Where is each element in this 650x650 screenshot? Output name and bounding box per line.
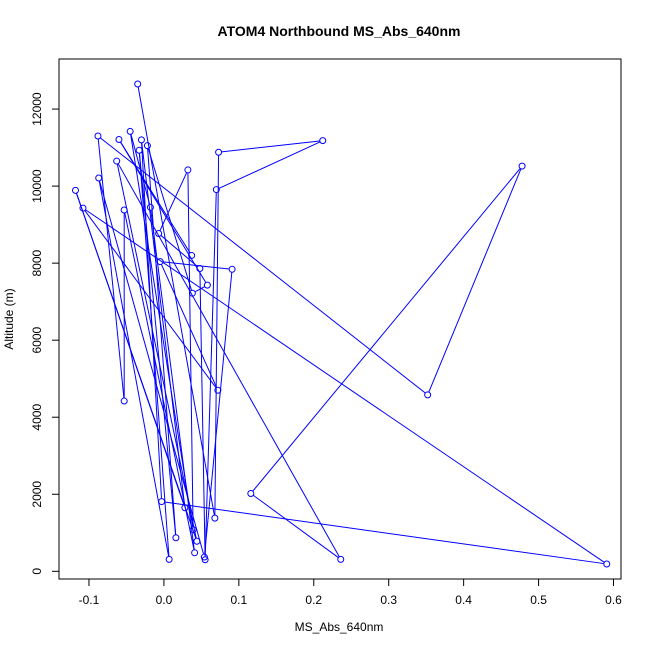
data-point	[196, 265, 204, 273]
data-point	[120, 397, 128, 405]
x-axis: -0.1 0.0 0.1 0.2 0.3 0.4 0.5 0.6	[79, 579, 622, 607]
data-point	[113, 157, 121, 165]
series-segment	[99, 180, 205, 555]
data-point	[424, 391, 432, 399]
data-point	[603, 560, 611, 568]
y-tick-label: 4000	[30, 404, 44, 431]
series-segment	[147, 148, 177, 535]
data-point	[126, 127, 134, 135]
series-segment	[159, 172, 188, 231]
series-segment	[130, 134, 194, 527]
data-point	[193, 537, 201, 545]
data-point	[146, 203, 154, 211]
data-point	[228, 265, 236, 273]
data-point	[115, 136, 123, 144]
y-tick-label: 10000	[30, 169, 44, 203]
data-point	[214, 386, 222, 394]
x-tick-label: 0.4	[455, 593, 472, 607]
data-point	[247, 489, 255, 497]
data-point	[155, 229, 163, 237]
series-segment	[138, 153, 170, 557]
x-axis-label: MS_Abs_640nm	[295, 620, 384, 634]
y-tick-label: 0	[30, 568, 44, 575]
y-tick-label: 8000	[30, 249, 44, 276]
series-segment	[97, 138, 125, 399]
series-segment	[252, 494, 339, 558]
data-point	[211, 514, 219, 522]
x-tick-label: 0.6	[605, 593, 622, 607]
series-segment	[141, 142, 186, 505]
y-axis-label: Altitude (m)	[2, 288, 16, 349]
x-tick-label: 0.0	[156, 593, 173, 607]
series-segment	[187, 172, 194, 527]
series-segment	[98, 180, 170, 557]
y-tick-label: 6000	[30, 327, 44, 354]
series-segment	[120, 141, 191, 254]
x-tick-label: 0.1	[230, 593, 247, 607]
data-point	[143, 142, 151, 150]
series-segment	[100, 137, 426, 394]
data-point	[188, 251, 196, 259]
data-point	[184, 166, 192, 174]
series-segment	[214, 155, 220, 516]
data-point	[165, 555, 173, 563]
data-point	[137, 136, 145, 144]
data-point	[319, 137, 327, 145]
series-segment	[124, 212, 195, 550]
series-segment	[218, 141, 321, 189]
chart-title: ATOM4 Northbound MS_Abs_640nm	[218, 23, 461, 39]
series-segment	[164, 501, 604, 565]
data-point	[215, 148, 223, 156]
y-tick-label: 2000	[30, 481, 44, 508]
data-point	[156, 258, 164, 266]
data-point	[120, 206, 128, 214]
data-point	[172, 534, 180, 542]
x-tick-label: 0.3	[380, 593, 397, 607]
data-point	[95, 174, 103, 182]
series-segment	[428, 168, 522, 393]
series-segment	[160, 264, 218, 388]
series-segment	[85, 209, 605, 563]
data-point	[518, 162, 526, 170]
data-point	[79, 204, 87, 212]
series-segment	[163, 261, 230, 270]
x-tick-label: 0.2	[305, 593, 322, 607]
series-segment	[252, 168, 521, 492]
data-point	[135, 146, 143, 154]
data-point	[134, 80, 142, 88]
data-point	[201, 556, 209, 564]
x-tick-label: -0.1	[79, 593, 100, 607]
data-point	[203, 281, 211, 289]
series-segment	[204, 272, 233, 555]
data-point	[191, 549, 199, 557]
data-point	[189, 526, 197, 534]
x-tick-label: 0.5	[530, 593, 547, 607]
series-segment	[117, 163, 340, 557]
data-point	[158, 498, 166, 506]
series-segment	[116, 163, 197, 539]
series-layer	[71, 80, 611, 568]
plot-frame	[58, 58, 622, 580]
y-axis: 0 2000 4000 6000 8000 10000 12000	[30, 92, 59, 575]
data-point	[94, 132, 102, 140]
data-point	[188, 289, 196, 297]
series-segment	[199, 271, 206, 557]
data-point	[337, 555, 345, 563]
data-point	[212, 186, 220, 194]
series-segment	[138, 153, 177, 535]
series-segment	[194, 286, 205, 293]
series-segment	[221, 140, 320, 153]
data-point	[71, 186, 79, 194]
series-segment	[147, 148, 192, 291]
data-point	[181, 504, 189, 512]
data-point	[200, 553, 208, 561]
y-tick-label: 12000	[30, 92, 44, 126]
